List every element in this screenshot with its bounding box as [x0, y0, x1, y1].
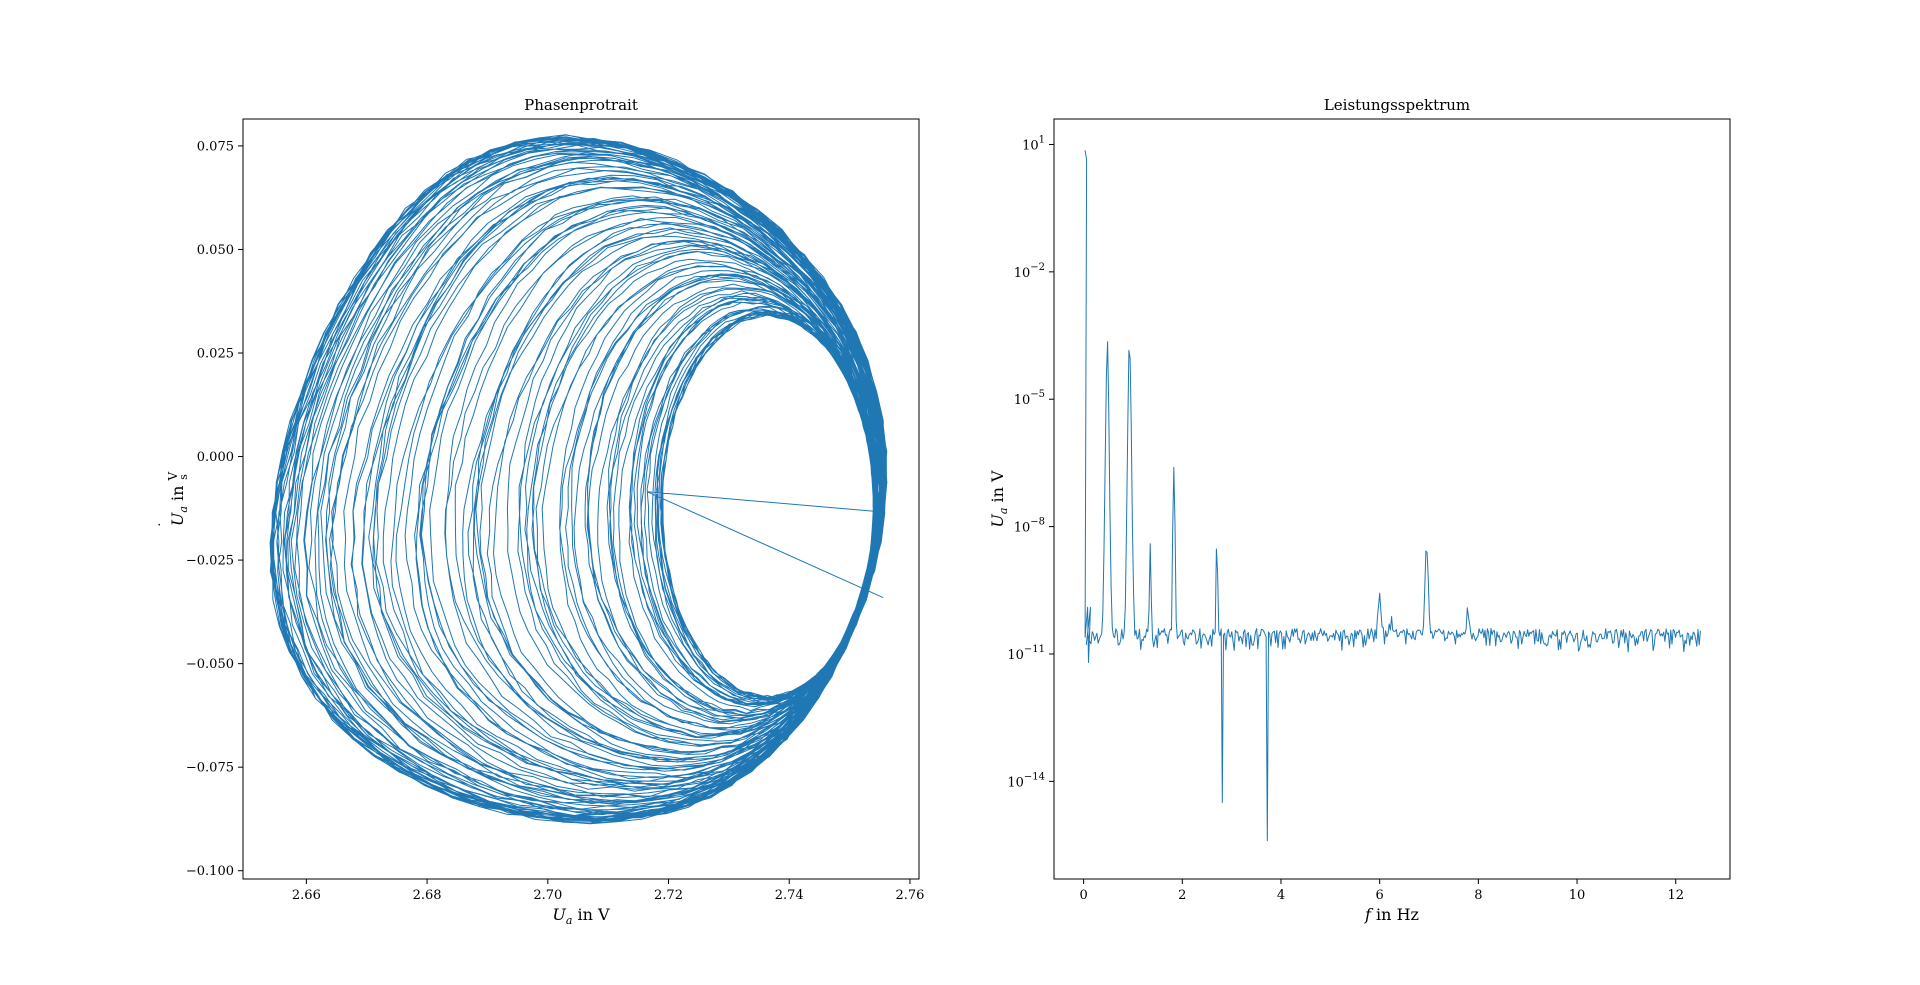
phase-portrait-frame	[242, 118, 920, 880]
y-tick-label: −0.100	[186, 864, 234, 879]
spectrum-line	[1084, 150, 1701, 842]
phase-portrait-y-ticks: 0.075 0.050 0.025 0.000 −0.025 −0.050 −0.075 −0…	[186, 139, 243, 879]
spectrum-x-label: f in Hz	[1364, 905, 1419, 924]
y-tick-label: 101	[1022, 134, 1045, 153]
x-tick-label: 0	[1079, 888, 1087, 903]
phase-portrait-x-ticks: 2.66 2.68 2.70 2.72 2.74 2.76	[292, 879, 924, 903]
spectrum-x-ticks: 0 2 4 6 8 10 12	[1079, 879, 1684, 903]
x-tick-label: 2.74	[775, 888, 804, 903]
svg-text:˙: ˙	[157, 523, 173, 530]
y-tick-label: 10−2	[1014, 262, 1045, 281]
y-tick-label: 0.075	[197, 139, 234, 154]
phase-portrait-plot-area	[269, 134, 888, 825]
phase-portrait-title: Phasenprotrait	[524, 96, 638, 114]
x-tick-label: 6	[1376, 888, 1384, 903]
y-tick-label: 0.050	[197, 243, 234, 258]
y-tick-label: 10−8	[1014, 517, 1045, 536]
spectrum-y-label: Ua in V	[988, 470, 1010, 528]
phase-trajectory	[269, 134, 888, 825]
y-tick-label: −0.025	[186, 554, 234, 569]
x-tick-label: 2.76	[895, 888, 924, 903]
spectrum-plot-area	[1084, 150, 1701, 842]
y-tick-label: −0.075	[186, 761, 234, 776]
x-tick-label: 12	[1667, 888, 1684, 903]
phase-portrait-x-label: Ua in V	[552, 905, 610, 927]
x-tick-label: 10	[1569, 888, 1586, 903]
y-tick-label: 10−5	[1014, 389, 1045, 408]
x-tick-label: 4	[1277, 888, 1285, 903]
y-tick-label: 0.000	[197, 450, 234, 465]
y-tick-label: 10−14	[1007, 771, 1045, 790]
x-tick-label: 2	[1178, 888, 1186, 903]
x-tick-label: 2.66	[292, 888, 321, 903]
x-tick-label: 8	[1474, 888, 1482, 903]
spectrum-title: Leistungsspektrum	[1324, 96, 1470, 114]
x-tick-label: 2.70	[533, 888, 562, 903]
phase-portrait-y-label: Ua in Vs ˙	[157, 472, 190, 530]
svg-text:Ua in V: Ua in V	[988, 470, 1010, 528]
y-tick-label: 10−11	[1007, 644, 1045, 663]
x-tick-label: 2.72	[654, 888, 683, 903]
y-tick-label: 0.025	[197, 347, 234, 362]
x-tick-label: 2.68	[413, 888, 442, 903]
spectrum-y-ticks: 101 10−2 10−5 10−8 10−11 10−14	[1007, 134, 1054, 790]
spectrum-panel: Leistungsspektrum 0 2 4 6 8 10 12 10110−210−51…	[988, 96, 1731, 924]
phase-portrait-panel: Phasenprotrait 2.66 2.68 2.70 2.72 2.74 2.76 …	[157, 96, 924, 927]
y-tick-label: −0.050	[186, 657, 234, 672]
spectrum-frame	[1053, 118, 1731, 880]
svg-text:Ua in Vs: Ua in Vs	[166, 472, 190, 527]
